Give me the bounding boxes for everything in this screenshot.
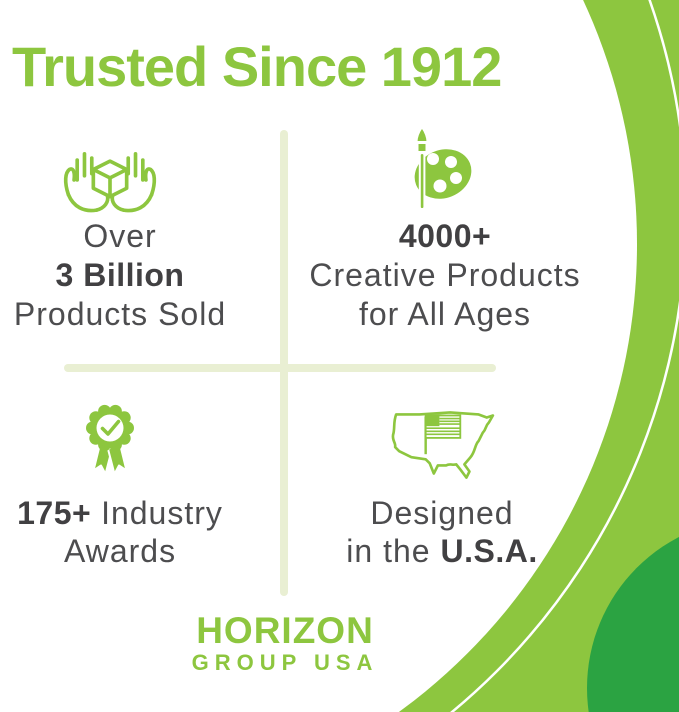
- dark-green-corner-circle: [587, 536, 679, 712]
- stat-line: Creative Products: [309, 257, 581, 293]
- stat-value: 4000+: [398, 218, 492, 254]
- checkmark-glyph: [100, 419, 121, 436]
- stat-line: in the U.S.A.: [346, 533, 538, 569]
- page-title: Trusted Since 1912: [12, 35, 502, 98]
- stat-line: for All Ages: [358, 296, 532, 332]
- cube-glyph: [91, 159, 129, 199]
- stat-designed-usa: Designed in the U.S.A.: [290, 494, 594, 570]
- rosette-glyph: [86, 404, 134, 452]
- stat-products-sold: Over 3 Billion Products Sold: [0, 217, 240, 334]
- logo-secondary-text: GROUP USA: [191, 650, 379, 675]
- stat-industry-awards: 175+ Industry Awards: [0, 494, 240, 570]
- paintbrush-glyph: [415, 126, 429, 210]
- stat-creative-products: 4000+ Creative Products for All Ages: [290, 217, 600, 334]
- horizon-group-usa-logo: HORIZON GROUP USA: [150, 612, 420, 675]
- usa-map-flag-icon: [391, 411, 495, 479]
- stat-value: U.S.A.: [440, 533, 538, 569]
- usa-outline-glyph: [391, 411, 495, 479]
- stat-line: 175+ Industry: [17, 495, 223, 531]
- award-rosette-icon: [86, 404, 134, 475]
- right-hand-glyph: [110, 152, 157, 213]
- left-hand-glyph: [63, 152, 110, 213]
- stat-value: 175+: [17, 495, 92, 531]
- stat-line: Products Sold: [13, 296, 227, 332]
- palette-glyph: [414, 149, 472, 199]
- ribbon-tails-glyph: [92, 443, 128, 475]
- horizontal-divider: [64, 364, 496, 372]
- hands-holding-product-icon: [63, 152, 157, 213]
- logo-primary-text: HORIZON: [196, 610, 374, 651]
- paint-palette-brush-icon: [414, 126, 472, 210]
- stat-value: 3 Billion: [55, 257, 185, 293]
- stat-line: Designed: [370, 495, 514, 531]
- stat-line: Awards: [63, 533, 177, 569]
- vertical-divider: [280, 130, 288, 596]
- stat-line: Over: [83, 218, 157, 254]
- flag-glyph: [424, 414, 462, 455]
- white-content-circle: [0, 0, 637, 712]
